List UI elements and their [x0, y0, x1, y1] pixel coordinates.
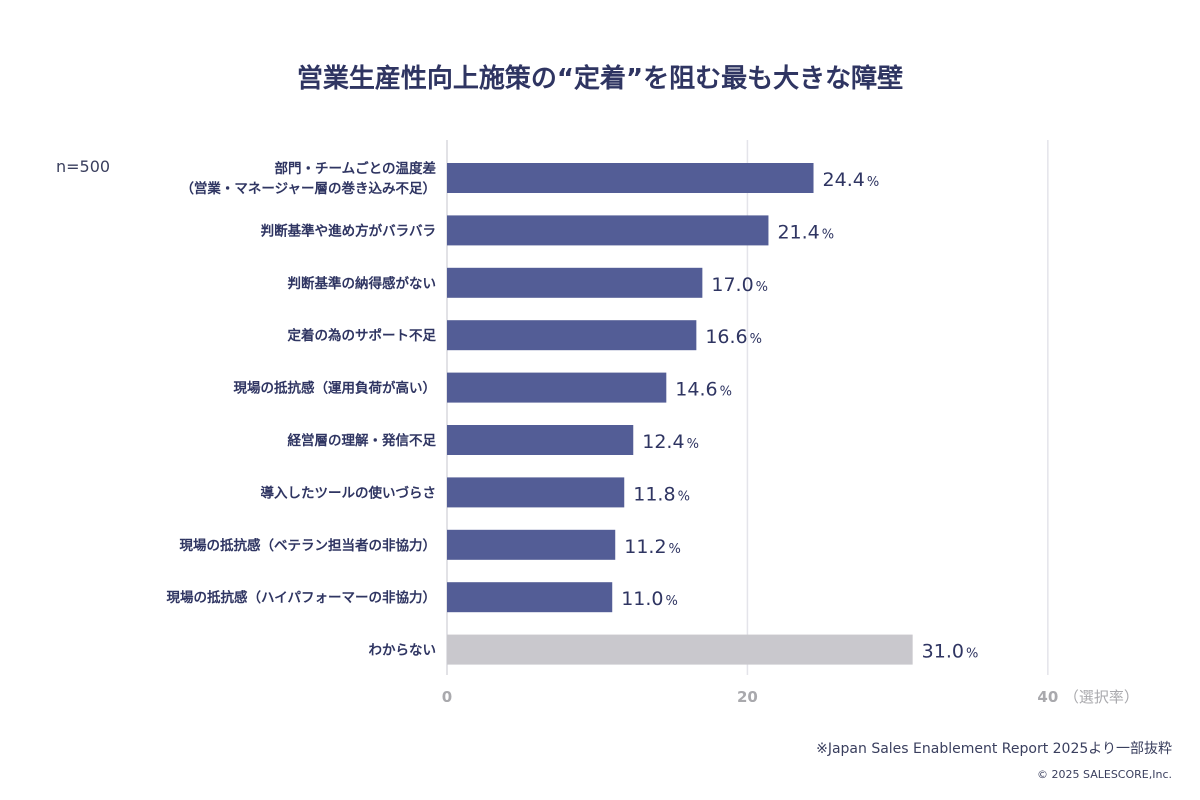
data-value: 21.4: [777, 221, 819, 243]
data-value: 31.0: [922, 641, 964, 663]
x-axis-label: （選択率）: [1064, 688, 1139, 706]
data-unit: %: [966, 647, 978, 662]
data-unit: %: [822, 227, 834, 242]
bar: [447, 529, 616, 560]
data-value: 17.0: [711, 274, 753, 296]
data-label: 12.4%: [642, 431, 699, 453]
bar: [447, 163, 814, 193]
bar: [447, 582, 613, 613]
data-unit: %: [669, 542, 681, 557]
data-value: 24.4: [823, 169, 865, 191]
data-value: 11.0: [621, 588, 663, 610]
bar: [447, 372, 667, 403]
data-unit: %: [687, 437, 699, 452]
category-label: 現場の抵抗感（ベテラン担当者の非協力）: [180, 537, 437, 554]
category-label: 判断基準や進め方がバラバラ: [261, 222, 436, 239]
data-unit: %: [720, 385, 732, 400]
data-label: 24.4%: [823, 169, 880, 191]
data-label: 21.4%: [777, 221, 834, 243]
data-label: 11.2%: [624, 536, 681, 558]
category-label: 現場の抵抗感（運用負荷が高い）: [234, 380, 437, 397]
copyright: © 2025 SALESCORE,Inc.: [1037, 768, 1172, 781]
data-value: 11.2: [624, 536, 666, 558]
data-unit: %: [750, 332, 762, 347]
data-value: 14.6: [675, 379, 717, 401]
x-tick-label: 20: [737, 688, 758, 706]
bar: [447, 425, 634, 455]
bar: [447, 634, 913, 665]
data-label: 11.0%: [621, 588, 678, 610]
category-label: 判断基準の納得感がない: [288, 275, 437, 292]
bar: [447, 215, 769, 246]
data-value: 16.6: [705, 326, 747, 348]
category-label: 部門・チームごとの温度差: [275, 160, 436, 177]
data-unit: %: [666, 594, 678, 609]
bar: [447, 320, 697, 351]
data-value: 11.8: [633, 483, 675, 505]
data-label: 11.8%: [633, 483, 690, 505]
category-label: 定着の為のサポート不足: [288, 327, 437, 344]
sample-size: n=500: [56, 157, 111, 176]
category-label: 経営層の理解・発信不足: [288, 432, 437, 449]
category-label: 現場の抵抗感（ハイパフォーマーの非協力）: [167, 589, 436, 606]
x-tick-label: 0: [442, 688, 452, 706]
bar: [447, 267, 703, 298]
data-unit: %: [867, 175, 879, 190]
category-label: 導入したツールの使いづらさ: [261, 484, 437, 501]
category-label: わからない: [369, 643, 437, 659]
data-label: 16.6%: [705, 326, 762, 348]
data-label: 31.0%: [922, 641, 979, 663]
data-value: 12.4: [642, 431, 684, 453]
x-tick-label: 40: [1037, 688, 1058, 706]
bar: [447, 477, 625, 508]
chart-title: 営業生産性向上施策の“定着”を阻む最も大きな障壁: [296, 64, 904, 94]
data-label: 17.0%: [711, 274, 768, 296]
data-unit: %: [678, 489, 690, 504]
data-unit: %: [756, 280, 768, 295]
source-note: ※Japan Sales Enablement Report 2025より一部抜…: [816, 741, 1172, 757]
category-label: （営業・マネージャー層の巻き込み不足）: [180, 180, 436, 197]
data-label: 14.6%: [675, 379, 732, 401]
